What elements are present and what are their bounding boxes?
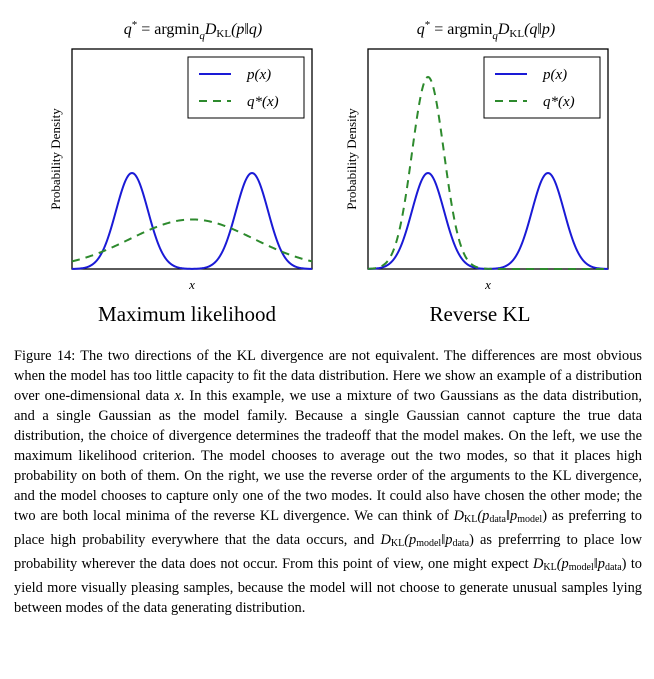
- panel-right: q* = argminqDKL(q‖p) Probability Density…: [344, 19, 609, 326]
- panel-left: q* = argminqDKL(p‖q) Probability Density…: [48, 19, 313, 326]
- caption-text-1: Figure 14: The two directions of the KL …: [14, 348, 642, 404]
- caption-arg3-sub2: data: [605, 562, 622, 573]
- caption-arg1-sub: data: [489, 514, 506, 525]
- legend-label-p-left: p(x): [246, 67, 271, 83]
- caption-kl3: KL: [543, 562, 557, 573]
- caption-arg2-mid: ‖p: [441, 532, 453, 548]
- panel-title-right: q* = argminqDKL(q‖p): [417, 19, 555, 42]
- panel-name-left: Maximum likelihood: [98, 302, 276, 326]
- y-axis-label-right: Probability Density: [344, 108, 359, 210]
- caption-text-4: as preferrring to place low probability …: [14, 532, 643, 572]
- legend-box-left: [187, 56, 305, 119]
- figure-caption: Figure 14: The two directions of the KL …: [14, 346, 642, 618]
- series-q-right: [367, 75, 608, 270]
- caption-arg1-mid: ‖p: [505, 508, 518, 524]
- panel-name-right: Reverse KL: [430, 302, 531, 326]
- legend-label-p-right: p(x): [542, 67, 567, 83]
- legend-label-q-left: q*(x): [247, 94, 279, 110]
- caption-text-2: . In this example, we use a mixture of t…: [14, 388, 642, 524]
- caption-arg3-mid: ‖p: [593, 556, 606, 572]
- x-axis-label-left: x: [188, 277, 195, 292]
- caption-arg3-sub: model: [568, 562, 594, 573]
- caption-arg2-close: ): [469, 532, 474, 548]
- figure: q* = argminqDKL(p‖q) Probability Density…: [48, 19, 609, 326]
- caption-var-x: x: [174, 388, 181, 404]
- caption-kl1: KL: [463, 514, 478, 525]
- caption-text-5: to yield more visually pleasing samples,…: [14, 556, 643, 616]
- caption-arg2: (p: [404, 532, 417, 548]
- legend-label-q-right: q*(x): [543, 94, 575, 110]
- caption-arg2-sub: model: [416, 538, 442, 549]
- caption-arg3: (p: [556, 556, 569, 572]
- caption-arg1-close: ): [542, 508, 548, 524]
- caption-arg2-sub2: data: [452, 538, 470, 549]
- caption-arg1: (p: [477, 508, 490, 524]
- caption-d3: D: [533, 556, 544, 572]
- series-p-right: [367, 171, 609, 270]
- legend-box-right: [483, 56, 601, 119]
- caption-arg1-sub2: model: [517, 514, 543, 525]
- series-p-left: [71, 171, 313, 270]
- x-axis-label-right: x: [484, 277, 491, 292]
- caption-kl2: KL: [390, 538, 405, 549]
- series-q-left: [71, 218, 313, 263]
- y-axis-label-left: Probability Density: [48, 108, 63, 210]
- caption-d1: D: [453, 508, 464, 524]
- caption-text-3: as preferring to place high probability …: [14, 508, 642, 548]
- panel-title-left: q* = argminqDKL(p‖q): [124, 19, 262, 42]
- caption-d2: D: [380, 532, 391, 548]
- caption-arg3-close: ): [621, 556, 627, 572]
